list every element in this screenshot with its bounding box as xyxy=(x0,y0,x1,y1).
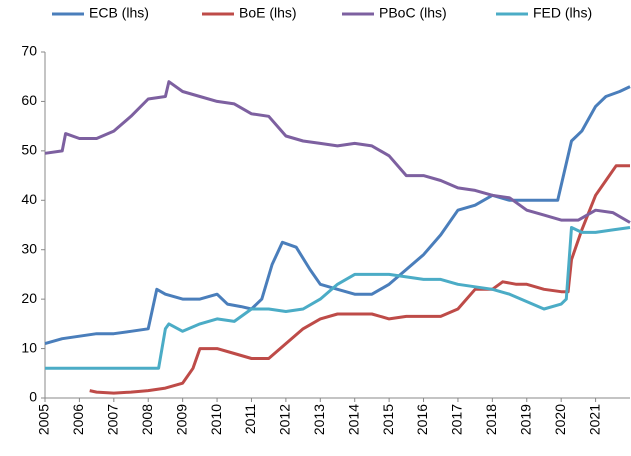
x-tick-label: 2015 xyxy=(380,404,396,435)
x-tick-label: 2009 xyxy=(173,404,189,435)
line-series xyxy=(44,85,631,346)
x-tick-label: 2019 xyxy=(517,404,533,435)
x-tick-label: 2007 xyxy=(105,404,121,435)
line-series xyxy=(45,226,631,370)
x-tick-label: 2006 xyxy=(70,404,86,435)
x-tick-label: 2016 xyxy=(414,404,430,435)
x-tick-label: 2011 xyxy=(242,404,258,434)
legend-label: ECB (lhs) xyxy=(89,5,149,21)
y-tick-label: 20 xyxy=(21,290,37,306)
legend-label: BoE (lhs) xyxy=(239,5,297,21)
y-tick-label: 30 xyxy=(21,240,37,256)
y-tick-label: 0 xyxy=(29,389,37,405)
y-tick-label: 40 xyxy=(21,191,37,207)
x-tick-label: 2014 xyxy=(345,404,361,435)
x-tick-label: 2012 xyxy=(277,404,293,435)
x-tick-label: 2010 xyxy=(208,404,224,435)
y-tick-label: 50 xyxy=(21,142,37,158)
y-tick-label: 60 xyxy=(21,92,37,108)
x-tick-label: 2017 xyxy=(449,404,465,435)
y-tick-label: 10 xyxy=(21,339,37,355)
y-tick-label: 70 xyxy=(21,43,37,59)
x-tick-label: 2008 xyxy=(139,404,155,435)
legend-label: PBoC (lhs) xyxy=(379,5,447,21)
x-tick-label: 2020 xyxy=(552,404,568,435)
x-tick-label: 2018 xyxy=(483,404,499,435)
x-tick-label: 2013 xyxy=(311,404,327,435)
legend-label: FED (lhs) xyxy=(533,5,592,21)
line-series xyxy=(44,80,631,224)
x-tick-label: 2005 xyxy=(36,404,52,435)
x-tick-label: 2021 xyxy=(586,404,602,435)
